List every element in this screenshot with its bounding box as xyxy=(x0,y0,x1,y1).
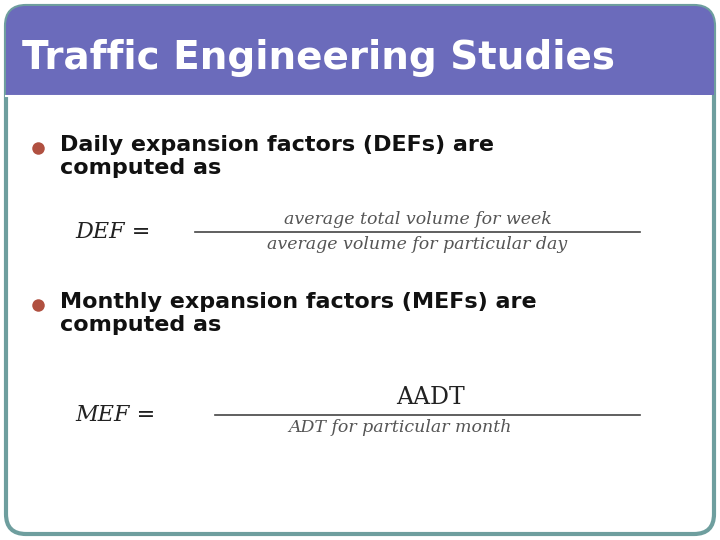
FancyBboxPatch shape xyxy=(6,6,714,94)
Text: DEF =: DEF = xyxy=(75,221,158,243)
Text: AADT: AADT xyxy=(395,386,464,409)
FancyBboxPatch shape xyxy=(6,55,714,95)
Text: MEF =: MEF = xyxy=(75,404,163,426)
Text: computed as: computed as xyxy=(60,315,221,335)
Text: average total volume for week: average total volume for week xyxy=(284,211,552,228)
Text: Daily expansion factors (DEFs) are: Daily expansion factors (DEFs) are xyxy=(60,135,494,155)
Text: ADT for particular month: ADT for particular month xyxy=(288,419,512,436)
Text: Traffic Engineering Studies: Traffic Engineering Studies xyxy=(22,39,615,77)
Text: Monthly expansion factors (MEFs) are: Monthly expansion factors (MEFs) are xyxy=(60,292,536,312)
Text: computed as: computed as xyxy=(60,158,221,178)
Text: average volume for particular day: average volume for particular day xyxy=(267,236,567,253)
FancyBboxPatch shape xyxy=(6,6,714,534)
